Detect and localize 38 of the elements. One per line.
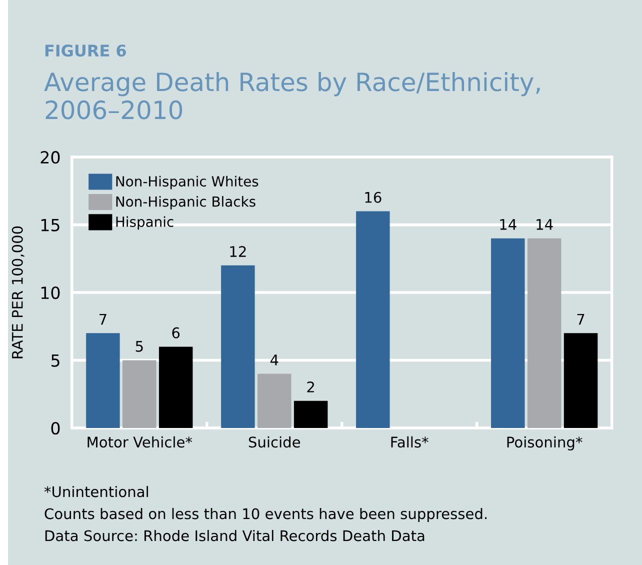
bar <box>158 346 193 428</box>
data-label: 7 <box>577 314 584 325</box>
bar <box>86 333 120 428</box>
y-tick-label: 5 <box>51 354 60 367</box>
y-tick-label: 15 <box>41 218 60 232</box>
data-label: 7 <box>100 314 106 325</box>
text: *Unintentional <box>44 486 148 498</box>
bar <box>294 400 328 428</box>
x-tick-label: Motor Vehicle* <box>88 436 192 448</box>
data-label: 2 <box>307 381 314 392</box>
bar <box>221 265 255 428</box>
y-tick-label: 0 <box>51 422 60 435</box>
data-label: 12 <box>230 246 246 257</box>
x-tick-label: Poisoning* <box>507 436 582 450</box>
data-label: 6 <box>172 327 180 338</box>
data-label: 14 <box>536 219 553 230</box>
bar <box>356 211 390 428</box>
chart-title: FIGURE 6 <box>45 44 126 57</box>
bar <box>258 374 292 428</box>
bar <box>564 333 598 428</box>
chart-subtitle: Average Death Rates by Race/Ethnicity, 2006–2010 <box>44 72 540 120</box>
legend-label: Non-Hispanic Blacks <box>116 196 256 210</box>
y-axis-title: RATE PER 100,000 <box>12 226 24 358</box>
bar <box>527 238 562 428</box>
data-label: 16 <box>365 192 382 203</box>
data-label: 4 <box>270 354 278 366</box>
y-tick-label: 10 <box>41 286 60 300</box>
text: Counts based on less than 10 events have been suppressed. <box>44 508 487 522</box>
legend-label: Non-Hispanic Whites <box>116 176 258 190</box>
data-label: 14 <box>500 219 516 230</box>
legend-label: Hispanic <box>116 216 174 230</box>
data-label: 5 <box>136 341 143 352</box>
bar <box>122 360 156 428</box>
source-note: Data Source: Rhode Island Vital Records Death Data <box>45 530 424 542</box>
bar <box>491 238 525 428</box>
x-tick-label: Suicide <box>248 436 300 448</box>
x-tick-label: Falls* <box>391 436 428 448</box>
y-tick-label: 20 <box>40 151 60 164</box>
